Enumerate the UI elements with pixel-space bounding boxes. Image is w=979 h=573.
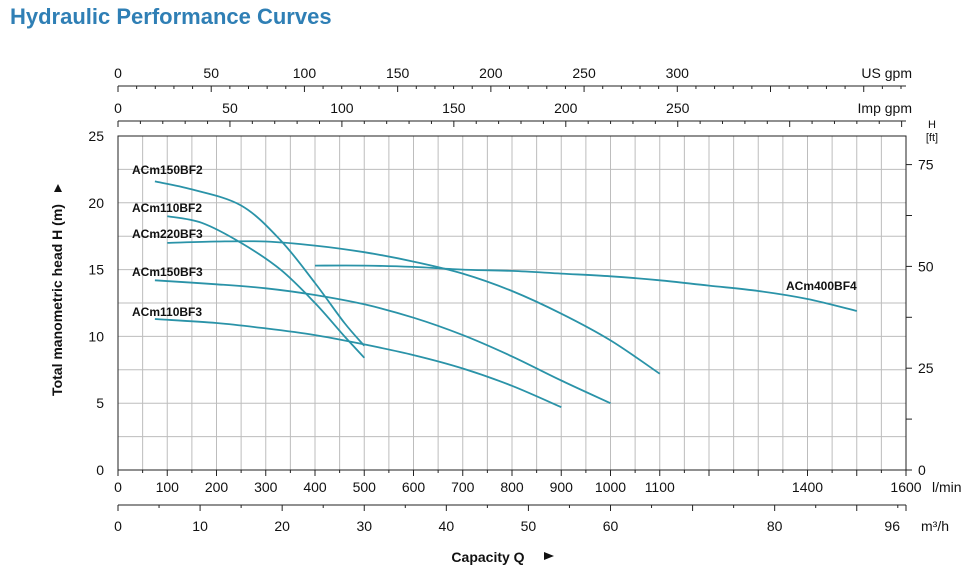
usgpm-tick-label: 200 xyxy=(479,65,503,81)
ft-tick-label: 0 xyxy=(918,462,926,478)
y-axis-label: Total manometric head H (m) xyxy=(49,204,65,396)
curve-acm400bf4 xyxy=(314,264,858,312)
series-label-acm150bf2: ACm150BF2 xyxy=(132,163,203,177)
x-tick-label: 600 xyxy=(402,479,426,495)
x-tick-label: 1600 xyxy=(890,479,921,495)
x-tick-label: 400 xyxy=(303,479,327,495)
usgpm-tick-label: 150 xyxy=(386,65,410,81)
ft-tick-label: 25 xyxy=(918,360,934,376)
series-label-acm220bf3: ACm220BF3 xyxy=(132,227,203,241)
y-tick-label: 20 xyxy=(88,195,104,211)
x-unit-label: l/min xyxy=(932,479,962,495)
y-tick-label: 0 xyxy=(96,462,104,478)
series-label-acm110bf2: ACm110BF2 xyxy=(132,201,202,215)
x-tick-label: 1400 xyxy=(792,479,823,495)
m3h-unit-label: m³/h xyxy=(921,518,949,534)
x-tick-label: 200 xyxy=(205,479,229,495)
m3h-tick-label: 96 xyxy=(884,518,900,534)
curve-labels: ACm150BF2 ACm110BF2 ACm220BF3 ACm150BF3 ACm1… xyxy=(132,163,857,319)
m3h-tick-label: 40 xyxy=(439,518,455,534)
usgpm-tick-label: 300 xyxy=(666,65,690,81)
y-tick-label: 25 xyxy=(88,128,104,144)
x-tick-label: 800 xyxy=(500,479,524,495)
y-tick-label: 15 xyxy=(88,262,104,278)
x-tick-label: 900 xyxy=(550,479,574,495)
series-label-acm400bf4: ACm400BF4 xyxy=(786,279,857,293)
curve-acm150bf3 xyxy=(154,279,611,405)
m3h-tick-label: 20 xyxy=(274,518,290,534)
impgpm-tick-label: 100 xyxy=(330,100,354,116)
impgpm-tick-label: 0 xyxy=(114,100,122,116)
impgpm-tick-label: 250 xyxy=(666,100,690,116)
usgpm-unit-label: US gpm xyxy=(861,65,912,81)
ft-axis-label-top: H xyxy=(928,119,936,131)
m3h-tick-label: 30 xyxy=(356,518,372,534)
m3h-tick-label: 60 xyxy=(603,518,619,534)
x-axis-label: Capacity Q xyxy=(451,549,524,565)
x-axis-arrow-icon xyxy=(544,552,554,560)
page-title: Hydraulic Performance Curves xyxy=(10,4,332,29)
y-axis-arrow-icon xyxy=(54,184,62,192)
x-tick-label: 700 xyxy=(451,479,475,495)
x-tick-label: 100 xyxy=(156,479,180,495)
m3h-tick-label: 10 xyxy=(192,518,208,534)
curve-acm110bf2 xyxy=(167,215,365,359)
x-tick-label: 0 xyxy=(114,479,122,495)
curve-acm150bf2 xyxy=(154,180,365,347)
x-tick-label: 1000 xyxy=(595,479,626,495)
x-tick-label: 1100 xyxy=(645,479,675,495)
usgpm-tick-label: 50 xyxy=(203,65,219,81)
usgpm-tick-label: 100 xyxy=(293,65,317,81)
x-tick-label: 300 xyxy=(254,479,278,495)
series-label-acm110bf3: ACm110BF3 xyxy=(132,305,202,319)
x-tick-label: 500 xyxy=(353,479,377,495)
y-tick-label: 10 xyxy=(88,328,104,344)
ft-tick-label: 50 xyxy=(918,258,934,274)
curve-acm110bf3 xyxy=(154,318,562,409)
m3h-tick-label: 50 xyxy=(521,518,537,534)
usgpm-tick-label: 0 xyxy=(114,65,122,81)
impgpm-tick-label: 50 xyxy=(222,100,238,116)
y-tick-label: 5 xyxy=(96,395,104,411)
ft-axis-label-unit: [ft] xyxy=(926,132,938,144)
ft-tick-label: 75 xyxy=(918,157,934,173)
curves xyxy=(154,180,858,409)
m3h-tick-label: 80 xyxy=(767,518,783,534)
impgpm-tick-label: 200 xyxy=(554,100,578,116)
impgpm-unit-label: Imp gpm xyxy=(858,100,912,116)
impgpm-tick-label: 150 xyxy=(442,100,466,116)
curve-acm220bf3 xyxy=(167,240,661,375)
usgpm-tick-label: 250 xyxy=(572,65,596,81)
series-label-acm150bf3: ACm150BF3 xyxy=(132,265,203,279)
m3h-tick-label: 0 xyxy=(114,518,122,534)
grid-lines xyxy=(118,136,906,470)
